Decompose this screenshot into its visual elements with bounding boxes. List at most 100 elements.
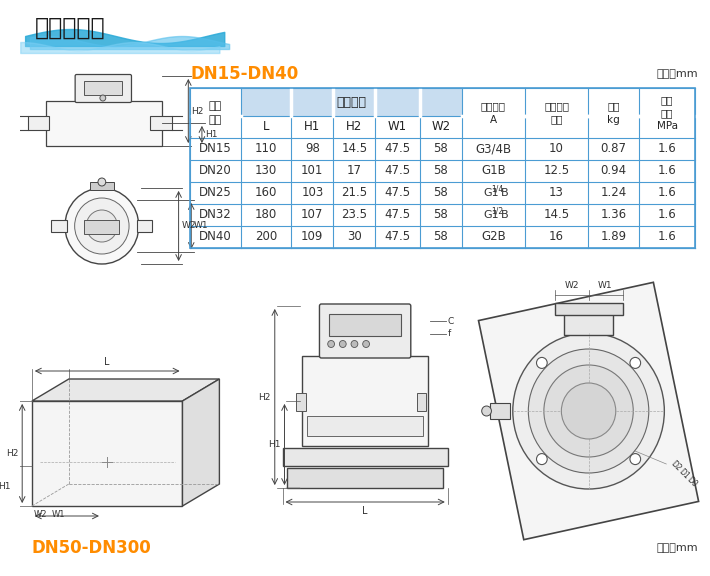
FancyBboxPatch shape	[75, 74, 131, 103]
Text: 1.6: 1.6	[657, 230, 677, 244]
Text: 16: 16	[549, 230, 564, 244]
Text: H1: H1	[268, 440, 280, 449]
Bar	[241, 88, 462, 116]
Text: G2B: G2B	[481, 230, 506, 244]
Circle shape	[363, 340, 369, 347]
Text: W1: W1	[598, 281, 613, 290]
Text: W2: W2	[34, 510, 48, 519]
Text: 30: 30	[347, 230, 362, 244]
Text: W1: W1	[51, 510, 65, 519]
Text: 0.87: 0.87	[601, 142, 626, 156]
Bar	[51, 220, 67, 232]
Bar	[555, 303, 623, 315]
Bar	[151, 116, 172, 130]
Text: B: B	[501, 188, 509, 198]
Text: 1.89: 1.89	[600, 230, 626, 244]
Text: W1: W1	[194, 222, 209, 230]
Text: D0: D0	[684, 475, 699, 489]
Text: D1: D1	[677, 467, 691, 481]
Bar	[491, 403, 510, 419]
Text: 47.5: 47.5	[385, 142, 410, 156]
Text: 47.5: 47.5	[385, 230, 410, 244]
Circle shape	[87, 210, 117, 242]
Text: 有效螺纹
长度: 有效螺纹 长度	[544, 101, 569, 124]
Text: 1.6: 1.6	[657, 187, 677, 199]
Text: DN50-DN300: DN50-DN300	[32, 539, 152, 557]
Text: 外形尺寸: 外形尺寸	[337, 96, 366, 108]
Text: 180: 180	[255, 209, 277, 222]
Text: H2: H2	[346, 120, 363, 134]
Text: 23.5: 23.5	[342, 209, 368, 222]
Text: 47.5: 47.5	[385, 187, 410, 199]
Polygon shape	[479, 282, 699, 540]
Bar	[190, 88, 695, 248]
Circle shape	[75, 198, 129, 254]
Bar	[296, 393, 306, 411]
Bar	[417, 393, 426, 411]
Text: 58: 58	[433, 165, 448, 177]
Text: 160: 160	[255, 187, 277, 199]
Text: f: f	[448, 329, 451, 339]
Text: G1B: G1B	[481, 165, 506, 177]
Text: 110: 110	[255, 142, 277, 156]
Text: 17: 17	[347, 165, 362, 177]
Bar	[137, 220, 153, 232]
Text: 公称
通径: 公称 通径	[209, 101, 222, 125]
Text: W2: W2	[431, 120, 450, 134]
Text: 21.5: 21.5	[342, 187, 368, 199]
Text: 103: 103	[301, 187, 324, 199]
Text: 重量
kg: 重量 kg	[607, 101, 620, 124]
Text: 压力
等级
MPa: 压力 等级 MPa	[657, 95, 677, 131]
Text: H2: H2	[258, 392, 271, 401]
Text: DN40: DN40	[199, 230, 232, 244]
Text: G1: G1	[484, 210, 499, 220]
Circle shape	[544, 365, 633, 457]
FancyBboxPatch shape	[320, 304, 411, 358]
Text: W1: W1	[388, 120, 407, 134]
Text: 尺寸及重量: 尺寸及重量	[35, 16, 106, 40]
Text: L: L	[104, 357, 110, 367]
Text: H1: H1	[304, 120, 320, 134]
Text: 13: 13	[549, 187, 564, 199]
Text: 130: 130	[255, 165, 277, 177]
Bar	[564, 313, 613, 335]
Text: H1: H1	[204, 130, 217, 139]
Text: DN32: DN32	[199, 209, 232, 222]
Circle shape	[537, 358, 547, 369]
Text: 14.5: 14.5	[543, 209, 569, 222]
Text: 58: 58	[433, 209, 448, 222]
Text: H2: H2	[6, 449, 18, 458]
Text: DN25: DN25	[199, 187, 232, 199]
Text: L: L	[263, 120, 269, 134]
Text: DN15-DN40: DN15-DN40	[190, 65, 298, 83]
Text: 101: 101	[301, 165, 324, 177]
Text: 单位：mm: 单位：mm	[657, 543, 699, 553]
Text: 58: 58	[433, 230, 448, 244]
Circle shape	[481, 406, 491, 416]
Text: W2: W2	[564, 281, 579, 290]
Circle shape	[65, 188, 138, 264]
Text: G1: G1	[484, 188, 499, 198]
Text: G3/4B: G3/4B	[475, 142, 511, 156]
Text: 单位：mm: 单位：mm	[657, 69, 699, 79]
Bar	[90, 182, 114, 190]
Text: 1/4: 1/4	[491, 184, 503, 194]
Circle shape	[528, 349, 649, 473]
Text: 1.24: 1.24	[600, 187, 626, 199]
Text: 109: 109	[301, 230, 324, 244]
Text: 47.5: 47.5	[385, 165, 410, 177]
Text: 98: 98	[305, 142, 320, 156]
Text: B: B	[501, 210, 509, 220]
Circle shape	[562, 383, 616, 439]
Text: 1.36: 1.36	[600, 209, 626, 222]
Circle shape	[630, 453, 640, 465]
Circle shape	[100, 95, 106, 101]
Text: W2: W2	[182, 222, 196, 230]
Text: 12.5: 12.5	[543, 165, 569, 177]
Text: 200: 200	[255, 230, 277, 244]
Text: 14.5: 14.5	[342, 142, 368, 156]
Bar	[329, 314, 401, 336]
Text: 1.6: 1.6	[657, 165, 677, 177]
Text: C: C	[448, 316, 454, 325]
Text: DN15: DN15	[199, 142, 232, 156]
